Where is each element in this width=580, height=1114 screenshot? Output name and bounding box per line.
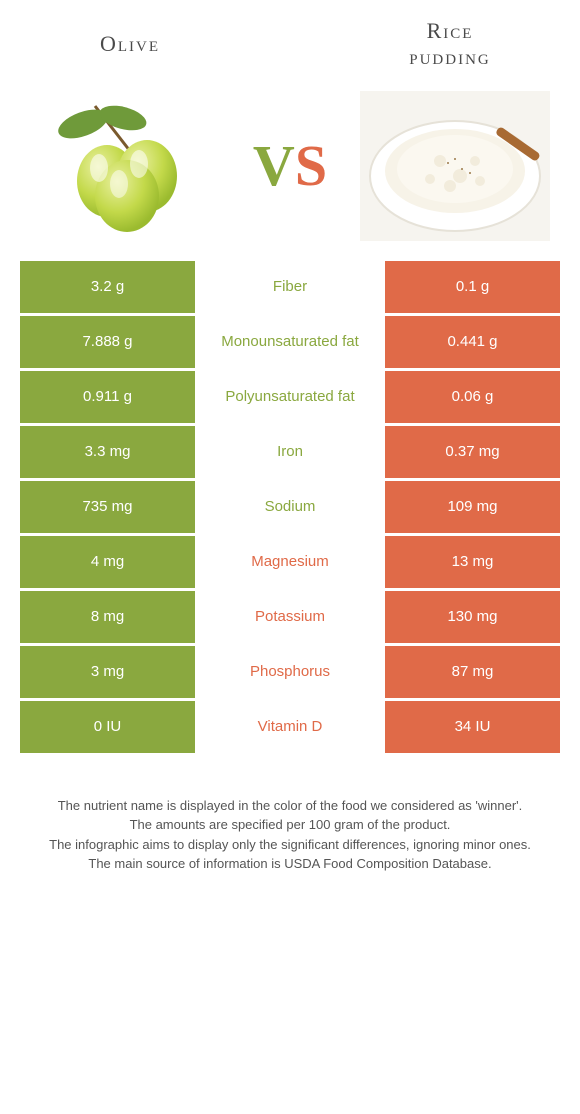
cell-nutrient-label: Fiber xyxy=(195,261,385,313)
cell-nutrient-label: Potassium xyxy=(195,591,385,643)
olive-image xyxy=(30,91,220,241)
cell-left-value: 735 mg xyxy=(20,481,195,533)
cell-nutrient-label: Iron xyxy=(195,426,385,478)
cell-right-value: 109 mg xyxy=(385,481,560,533)
table-row: 8 mgPotassium130 mg xyxy=(20,591,560,643)
cell-right-value: 0.441 g xyxy=(385,316,560,368)
table-row: 735 mgSodium109 mg xyxy=(20,481,560,533)
cell-right-value: 0.1 g xyxy=(385,261,560,313)
cell-right-value: 34 IU xyxy=(385,701,560,753)
pudding-icon xyxy=(360,91,550,241)
vs-s: S xyxy=(295,133,327,198)
footer-line3: The infographic aims to display only the… xyxy=(20,835,560,855)
footer-notes: The nutrient name is displayed in the co… xyxy=(0,756,580,874)
cell-left-value: 3.2 g xyxy=(20,261,195,313)
vs-label: VS xyxy=(253,137,327,195)
cell-nutrient-label: Phosphorus xyxy=(195,646,385,698)
cell-left-value: 0 IU xyxy=(20,701,195,753)
cell-left-value: 3 mg xyxy=(20,646,195,698)
images-row: VS xyxy=(0,81,580,261)
cell-nutrient-label: Magnesium xyxy=(195,536,385,588)
title-right-line2: pudding xyxy=(409,44,491,69)
title-left: Olive xyxy=(30,31,230,57)
table-row: 3.2 gFiber0.1 g xyxy=(20,261,560,313)
cell-left-value: 8 mg xyxy=(20,591,195,643)
cell-left-value: 7.888 g xyxy=(20,316,195,368)
footer-line1: The nutrient name is displayed in the co… xyxy=(20,796,560,816)
cell-nutrient-label: Sodium xyxy=(195,481,385,533)
cell-nutrient-label: Vitamin D xyxy=(195,701,385,753)
cell-right-value: 130 mg xyxy=(385,591,560,643)
table-row: 7.888 gMonounsaturated fat0.441 g xyxy=(20,316,560,368)
footer-line2: The amounts are specified per 100 gram o… xyxy=(20,815,560,835)
cell-right-value: 87 mg xyxy=(385,646,560,698)
cell-right-value: 0.37 mg xyxy=(385,426,560,478)
comparison-table: 3.2 gFiber0.1 g7.888 gMonounsaturated fa… xyxy=(0,261,580,753)
cell-left-value: 0.911 g xyxy=(20,371,195,423)
table-row: 3.3 mgIron0.37 mg xyxy=(20,426,560,478)
olive-icon xyxy=(35,96,215,236)
footer-line4: The main source of information is USDA F… xyxy=(20,854,560,874)
cell-left-value: 4 mg xyxy=(20,536,195,588)
cell-right-value: 13 mg xyxy=(385,536,560,588)
cell-left-value: 3.3 mg xyxy=(20,426,195,478)
cell-right-value: 0.06 g xyxy=(385,371,560,423)
vs-v: V xyxy=(253,133,295,198)
table-row: 0.911 gPolyunsaturated fat0.06 g xyxy=(20,371,560,423)
table-row: 4 mgMagnesium13 mg xyxy=(20,536,560,588)
title-right-line1: Rice xyxy=(427,18,474,43)
pudding-image xyxy=(360,91,550,241)
cell-nutrient-label: Polyunsaturated fat xyxy=(195,371,385,423)
table-row: 0 IUVitamin D34 IU xyxy=(20,701,560,753)
header: Olive Rice pudding xyxy=(0,0,580,81)
title-right: Rice pudding xyxy=(350,18,550,71)
table-row: 3 mgPhosphorus87 mg xyxy=(20,646,560,698)
cell-nutrient-label: Monounsaturated fat xyxy=(195,316,385,368)
